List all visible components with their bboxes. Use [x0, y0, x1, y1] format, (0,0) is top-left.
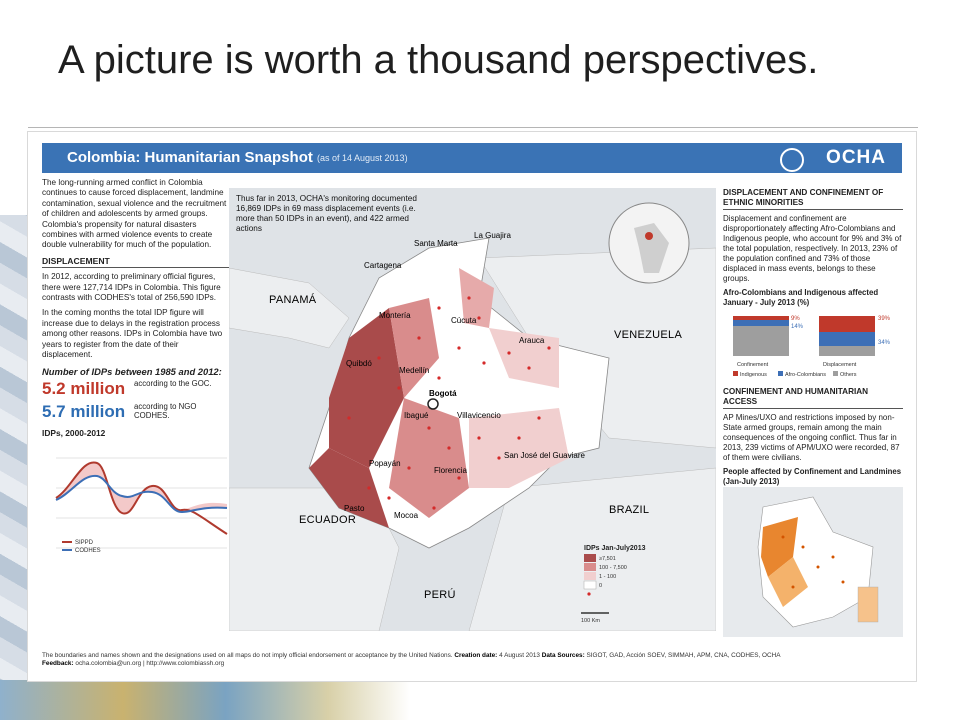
confinement-label: Confinement [737, 362, 769, 368]
displacement-indigenous-pct: 39% [878, 316, 891, 322]
slide-title: A picture is worth a thousand perspectiv… [58, 38, 819, 82]
codhes-series-line [55, 475, 228, 514]
displacement-heading: DISPLACEMENT [42, 256, 229, 269]
idp-chart-title: IDPs, 2000-2012 [42, 427, 106, 438]
idp-line-chart: SIPPD CODHES [42, 438, 229, 569]
ocha-logo: OCHA [826, 147, 886, 168]
map-legend-item: 100 - 7,500 [599, 565, 627, 571]
capital-marker-icon [427, 398, 439, 410]
idp-figure-note: according to the GOC. [134, 378, 212, 388]
snapshot-date: (as of 14 August 2013) [317, 153, 408, 163]
capital-label: Bogotá [429, 389, 457, 398]
footer-sources-value: SIGOT, GAD, Acción SOEV, SIMMAH, APM, CN… [586, 652, 781, 659]
snapshot-title: Colombia: Humanitarian Snapshot [67, 149, 313, 166]
displacement-para-2: In the coming months the total IDP figur… [42, 308, 223, 360]
city-label: Cúcuta [451, 316, 477, 325]
access-heading: CONFINEMENT AND HUMANITARIAN ACCESS [723, 387, 903, 409]
city-label: Villavicencio [457, 411, 501, 420]
city-label: Montería [379, 311, 411, 320]
right-column: DISPLACEMENT AND CONFINEMENT OF ETHNIC M… [723, 184, 903, 640]
city-label: La Guajira [474, 231, 511, 240]
city-label: Pasto [344, 504, 365, 513]
city-label: Ibagué [404, 411, 429, 420]
chart-legend-sippd: SIPPD [75, 540, 94, 546]
landmine-map-title: People affected by Confinement and Landm… [723, 467, 902, 486]
city-label: Florencia [434, 466, 467, 475]
footer-sources-label: Data Sources: [541, 652, 585, 659]
displacement-para-1: In 2012, according to preliminary offici… [42, 272, 221, 303]
map-legend-item: 1 - 100 [599, 574, 616, 580]
map-legend-item: ≥7,501 [599, 556, 616, 562]
left-column: The long-running armed conflict in Colom… [42, 178, 229, 572]
idp-figure-row: 5.7 million according to NGO CODHES. [42, 402, 229, 423]
city-label: Santa Marta [414, 239, 458, 248]
un-emblem-icon [780, 148, 804, 172]
map-legend-item: 0 [599, 583, 602, 589]
intro-text: The long-running armed conflict in Colom… [42, 178, 227, 250]
waffle-displacement [819, 316, 875, 356]
city-label: Popayán [369, 459, 401, 468]
waffle-legend-item: Others [840, 372, 857, 378]
globe-background-image [0, 680, 410, 720]
humanitarian-snapshot-image: Colombia: Humanitarian Snapshot (as of 1… [27, 131, 917, 682]
colombia-map: PANAMÁ VENEZUELA ECUADOR BRAZIL PERÚ San… [228, 188, 717, 632]
idp-figures-heading: Number of IDPs between 1985 and 2012: [42, 365, 222, 377]
footer-disclaimer: The boundaries and names shown and the d… [42, 652, 453, 659]
footer-feedback-label: Feedback: [42, 660, 74, 667]
waffle-confinement [733, 316, 789, 356]
colombia-map-svg: PANAMÁ VENEZUELA ECUADOR BRAZIL PERÚ San… [228, 188, 717, 632]
city-label: Quibdó [346, 359, 372, 368]
snapshot-footer: The boundaries and names shown and the d… [42, 652, 902, 668]
chart-legend-codhes: CODHES [75, 548, 101, 554]
city-label: Mocoa [394, 511, 419, 520]
footer-feedback-value: ocha.colombia@un.org | http://www.colomb… [75, 660, 225, 667]
footer-creation-value: 4 August 2013 [499, 652, 540, 659]
country-label-brazil: BRAZIL [609, 504, 649, 516]
access-text: AP Mines/UXO and restrictions imposed by… [723, 413, 900, 462]
idp-figure-note: according to NGO CODHES. [134, 401, 197, 420]
ethnic-chart-title: Afro-Colombians and Indigenous affected … [723, 288, 879, 307]
landmine-mini-map [723, 487, 903, 637]
city-label: Cartagena [364, 261, 402, 270]
city-label: Medellín [399, 366, 429, 375]
idp-figure-value: 5.7 million [42, 401, 126, 421]
city-label: San José del Guaviare [504, 451, 585, 460]
title-divider [28, 127, 918, 128]
country-label-peru: PERÚ [424, 588, 456, 601]
ethnic-text: Displacement and confinement are disprop… [723, 214, 902, 283]
country-label-panama: PANAMÁ [269, 293, 317, 306]
waffle-legend-item: Afro-Colombians [785, 372, 826, 378]
ethnic-waffle-chart: 9% 14% Confinement 39% 34% Displacement … [733, 316, 891, 378]
country-label-venezuela: VENEZUELA [614, 329, 682, 341]
ethnic-heading: DISPLACEMENT AND CONFINEMENT OF ETHNIC M… [723, 188, 903, 210]
displacement-afro-pct: 34% [878, 340, 891, 346]
idp-figure-value: 5.2 million [42, 378, 126, 398]
displacement-label: Displacement [823, 362, 857, 368]
sippd-series-line [55, 461, 228, 536]
map-scale-label: 100 Km [581, 618, 600, 624]
city-label: Arauca [519, 336, 545, 345]
snapshot-banner: Colombia: Humanitarian Snapshot (as of 1… [42, 143, 902, 173]
map-intro-text: Thus far in 2013, OCHA's monitoring docu… [236, 194, 417, 233]
map-legend-title: IDPs Jan-July2013 [584, 545, 646, 552]
footer-creation-label: Creation date: [454, 652, 498, 659]
country-label-ecuador: ECUADOR [299, 514, 356, 526]
confinement-afro-pct: 14% [791, 324, 804, 330]
idp-figure-row: 5.2 million according to the GOC. [42, 379, 229, 400]
confinement-indigenous-pct: 9% [791, 316, 800, 322]
idp-chart-area [56, 462, 227, 514]
idp-event-dots [347, 296, 551, 510]
waffle-legend-item: Indigenous [740, 372, 767, 378]
